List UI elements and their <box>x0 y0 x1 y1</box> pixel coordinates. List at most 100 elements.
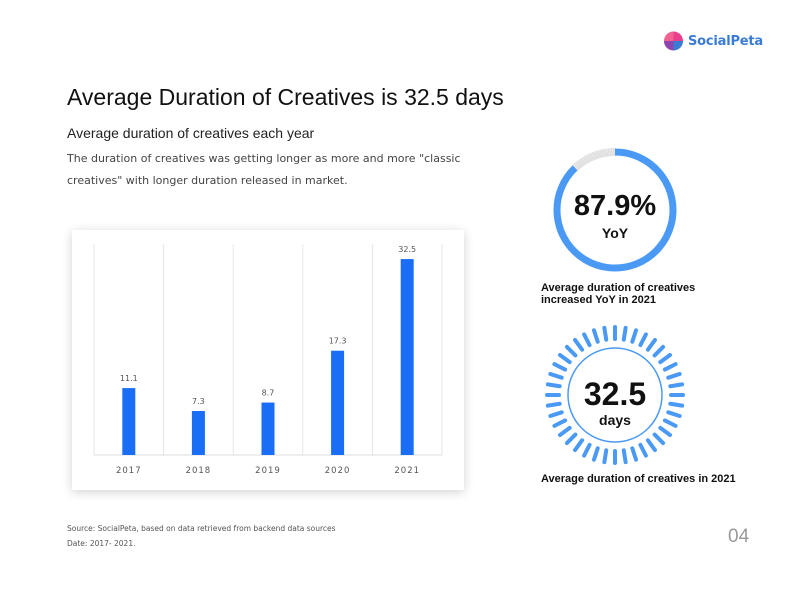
yoy-track-tick <box>575 161 582 169</box>
yoy-track-tick <box>588 153 593 162</box>
duration-ring-dash <box>666 410 682 419</box>
duration-ring-dash <box>582 442 592 458</box>
duration-ring-dash <box>621 325 628 342</box>
yoy-track-tick <box>580 157 587 165</box>
duration-ring-dash <box>621 448 628 465</box>
yoy-caption: Average duration of creatives increased … <box>541 282 741 306</box>
yoy-track-tick <box>585 154 591 163</box>
yoy-track-tick <box>592 151 597 160</box>
duration-ring-dash <box>668 382 685 389</box>
brand-logo: SocialPeta <box>663 27 763 55</box>
page-description: The duration of creatives was getting lo… <box>67 152 461 187</box>
data-label-2021: 32.5 <box>398 245 416 254</box>
yoy-track-tick <box>604 148 607 157</box>
data-label-2019: 8.7 <box>262 389 275 398</box>
tick-label-2019: 2019 <box>255 466 281 476</box>
duration-ring-dash <box>658 425 673 437</box>
yoy-track-tick <box>589 152 595 161</box>
yoy-track-tick <box>571 164 579 172</box>
tick-label-2017: 2017 <box>116 466 142 476</box>
duration-ring-dash <box>652 432 666 446</box>
source-note: Source: SocialPeta, based on data retrie… <box>67 524 336 533</box>
duration-ring-dash <box>548 410 564 419</box>
duration-ring-dash <box>645 438 657 453</box>
duration-caption: Average duration of creatives in 2021 <box>541 473 741 485</box>
duration-ring-dash <box>666 371 682 380</box>
page-subtitle: Average duration of creatives each year <box>67 125 315 141</box>
yoy-track-tick <box>605 148 609 157</box>
yoy-track-tick <box>599 149 603 158</box>
bar-chart-card: 11.1 2017 7.3 2018 8.7 2019 17.3 2020 32.5 2021 <box>72 230 464 490</box>
data-label-2017: 11.1 <box>120 374 138 383</box>
duration-ring-dash <box>662 418 678 428</box>
data-label-2018: 7.3 <box>192 397 205 406</box>
yoy-track-tick <box>586 154 592 162</box>
duration-ring-dash <box>658 353 673 365</box>
bar-2020 <box>331 350 345 455</box>
duration-ring-dash <box>564 432 578 446</box>
page-number: 04 <box>728 526 750 547</box>
yoy-track-tick <box>596 150 600 159</box>
duration-ring-dash <box>668 401 685 408</box>
duration-ring-dash <box>552 418 568 428</box>
duration-ring-dash <box>652 344 666 358</box>
duration-ring-dash <box>564 344 578 358</box>
duration-ring-dash <box>630 446 639 462</box>
yoy-track-tick <box>574 162 581 170</box>
yoy-track-tick <box>579 158 586 166</box>
bar-chart: 11.1 2017 7.3 2018 8.7 2019 17.3 2020 32.5 2021 <box>93 244 443 476</box>
bar-2018 <box>191 410 205 455</box>
duration-ring-ticks <box>545 325 685 465</box>
yoy-ring-ticks <box>571 148 616 172</box>
duration-caption-text: Average duration of creatives in 2021 <box>541 473 736 485</box>
yoy-track-tick <box>576 160 583 168</box>
yoy-track-tick <box>597 150 602 159</box>
duration-ring-dash <box>591 446 600 462</box>
data-label-2020: 17.3 <box>329 337 347 346</box>
duration-ring-dash <box>630 328 639 344</box>
duration-unit: days <box>599 412 631 428</box>
duration-ring-dash <box>591 328 600 344</box>
yoy-ring-gauge: 87.9% YoY <box>553 148 677 272</box>
bar-2019 <box>261 402 275 455</box>
bar-2017 <box>122 388 136 455</box>
duration-ring-dash <box>638 442 648 458</box>
duration-inner-ring <box>567 347 663 443</box>
duration-ring-gauge: 32.5 days <box>545 325 685 465</box>
tick-label-2020: 2020 <box>325 466 351 476</box>
duration-ring-dash <box>548 371 564 380</box>
yoy-track-tick <box>594 151 599 160</box>
duration-ring-dash <box>582 332 592 348</box>
duration-ring-dash <box>545 401 562 408</box>
yoy-track-tick <box>578 159 584 167</box>
brand-logo-icon <box>663 31 684 51</box>
yoy-track-tick <box>582 156 588 165</box>
tick-label-2018: 2018 <box>186 466 212 476</box>
duration-ring-dash <box>602 448 609 465</box>
duration-ring-dash <box>662 362 678 372</box>
yoy-value: 87.9% <box>574 190 656 222</box>
duration-ring-dash <box>573 337 585 352</box>
brand-name: SocialPeta <box>687 33 763 49</box>
yoy-track-tick <box>583 155 589 164</box>
tick-label-2021: 2021 <box>394 466 420 476</box>
yoy-caption-text: Average duration of creatives increased … <box>541 282 696 306</box>
page-title: Average Duration of Creatives is 32.5 da… <box>67 84 504 110</box>
duration-value: 32.5 <box>584 376 646 412</box>
yoy-unit: YoY <box>602 225 629 241</box>
yoy-track-tick <box>609 148 612 157</box>
yoy-track-tick <box>607 148 610 157</box>
yoy-track-tick <box>602 148 606 158</box>
date-note: Date: 2017- 2021. <box>67 539 136 548</box>
duration-ring-dash <box>557 353 572 365</box>
duration-ring-dash <box>602 325 609 342</box>
yoy-track-tick <box>601 149 604 158</box>
bar-2021 <box>400 259 414 455</box>
duration-ring-dash <box>557 425 572 437</box>
yoy-track-tick <box>573 163 580 171</box>
duration-ring-dash <box>573 438 585 453</box>
yoy-track-tick <box>591 152 596 161</box>
duration-ring-dash <box>645 337 657 352</box>
duration-ring-dash <box>552 362 568 372</box>
yoy-ring-progress <box>553 148 677 272</box>
